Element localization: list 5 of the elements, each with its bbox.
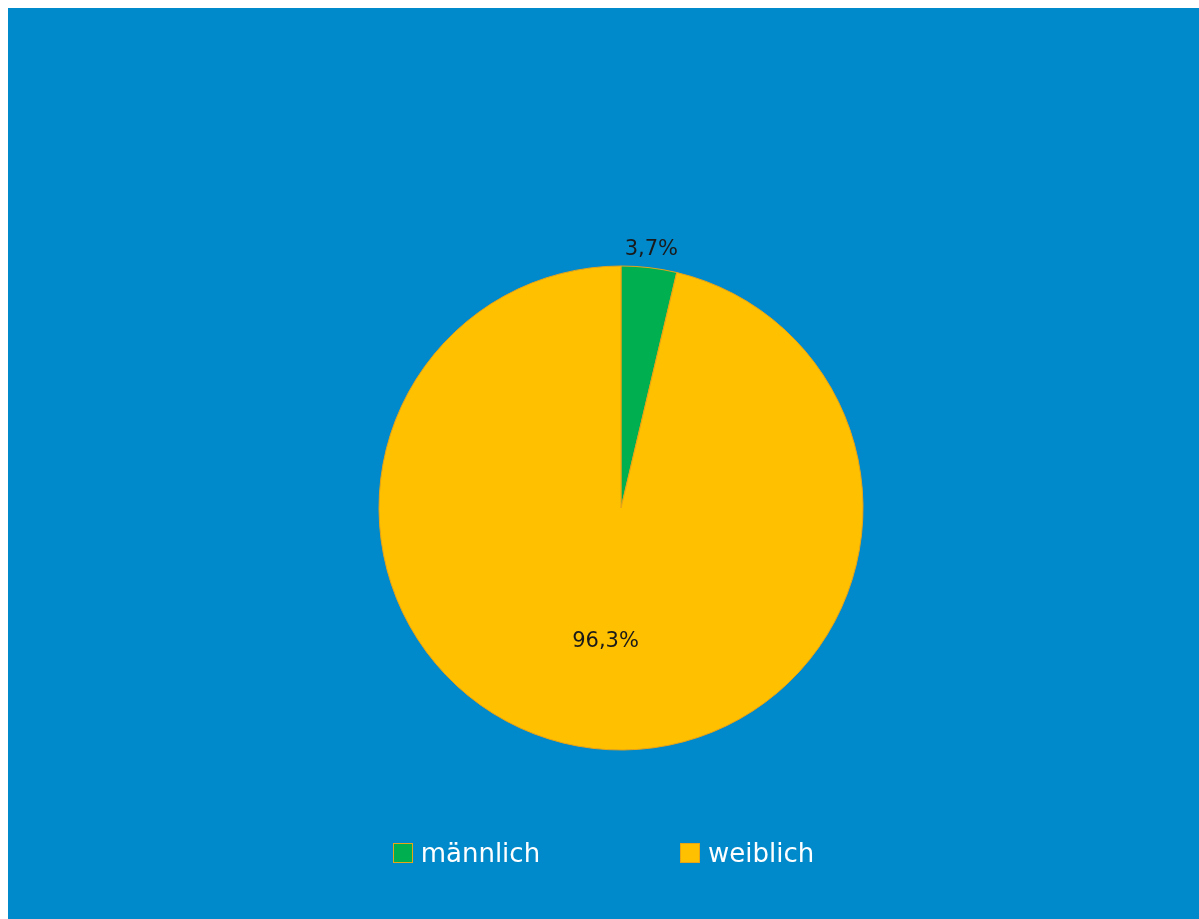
pie-slice [378, 265, 864, 751]
data-label: 3,7% [624, 235, 679, 260]
data-label: 96,3% [572, 628, 639, 653]
legend-label: weiblich [708, 838, 815, 868]
legend-label: männlich [420, 838, 541, 868]
